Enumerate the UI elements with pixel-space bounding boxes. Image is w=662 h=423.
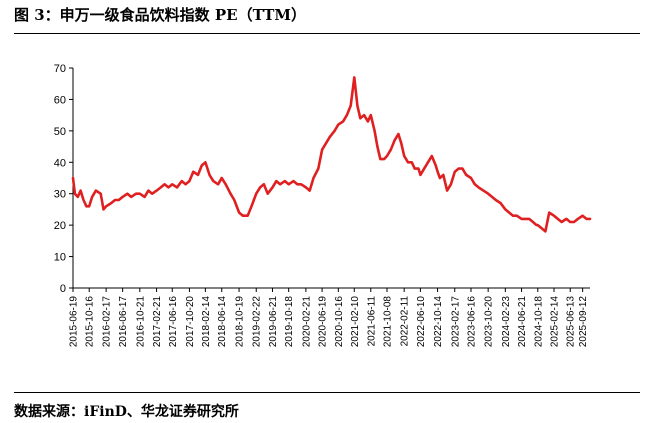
y-tick-label: 20	[54, 220, 66, 232]
x-tick-label: 2017-10-20	[185, 296, 196, 348]
title-rule	[14, 33, 640, 34]
x-tick-label: 2022-02-11	[400, 296, 411, 347]
source-rule	[14, 392, 640, 393]
x-tick-label: 2025-02-14	[550, 296, 561, 348]
x-tick-label: 2022-10-14	[433, 296, 444, 348]
x-tick-label: 2018-10-19	[235, 296, 246, 348]
x-tick-label: 2022-06-10	[416, 296, 427, 348]
x-tick-label: 2017-02-21	[152, 296, 163, 348]
series-line-pe-ttm	[71, 76, 592, 233]
y-tick-label: 10	[54, 252, 66, 264]
x-tick-label: 2025-06-13	[566, 296, 577, 348]
figure-source: 数据来源：iFinD、华龙证券研究所	[14, 404, 239, 420]
x-tick-label: 2023-10-20	[484, 296, 495, 348]
x-tick-label: 2023-06-16	[466, 296, 477, 348]
x-tick-label: 2019-10-18	[284, 296, 295, 348]
x-tick-label: 2018-06-14	[217, 296, 228, 348]
y-tick-label: 50	[54, 126, 66, 138]
x-tick-label: 2024-06-21	[517, 296, 528, 348]
y-tick-label: 30	[54, 189, 66, 201]
y-tick-label: 70	[54, 63, 66, 75]
x-tick-label: 2021-06-11	[366, 296, 377, 347]
x-tick-label: 2024-10-18	[533, 296, 544, 348]
x-tick-label: 2020-10-16	[334, 296, 345, 348]
x-tick-label: 2016-06-17	[118, 296, 129, 348]
y-tick-label: 0	[60, 283, 66, 295]
x-tick-label: 2016-10-21	[135, 296, 146, 348]
x-tick-label: 2019-06-21	[268, 296, 279, 348]
x-tick-label: 2024-02-23	[501, 296, 512, 348]
x-axis-ticks: 2015-06-19 2015-10-16 2016-02-17 2016-06-17…	[69, 288, 589, 348]
y-tick-label: 40	[54, 157, 66, 169]
x-tick-label: 2015-10-16	[85, 296, 96, 348]
x-tick-label: 2021-02-10	[350, 296, 361, 348]
x-tick-label: 2021-10-08	[382, 296, 393, 348]
x-tick-label: 2020-06-19	[318, 296, 329, 348]
x-tick-label: 2018-02-14	[201, 296, 212, 348]
x-tick-label: 2025-09-12	[578, 296, 589, 348]
y-tick-label: 60	[54, 94, 66, 106]
figure-title: 图 3：申万一级食品饮料指数 PE（TTM）	[14, 6, 306, 24]
x-tick-label: 2020-02-21	[301, 296, 312, 348]
x-tick-label: 2016-02-17	[102, 296, 113, 348]
y-axis-ticks: 0 10 20 30 40 50 60 70	[54, 63, 73, 295]
x-tick-label: 2015-06-19	[69, 296, 80, 348]
x-tick-label: 2017-06-16	[168, 296, 179, 348]
chart-axes	[72, 68, 590, 289]
x-tick-label: 2023-02-17	[450, 296, 461, 348]
x-tick-label: 2019-02-22	[252, 296, 263, 348]
